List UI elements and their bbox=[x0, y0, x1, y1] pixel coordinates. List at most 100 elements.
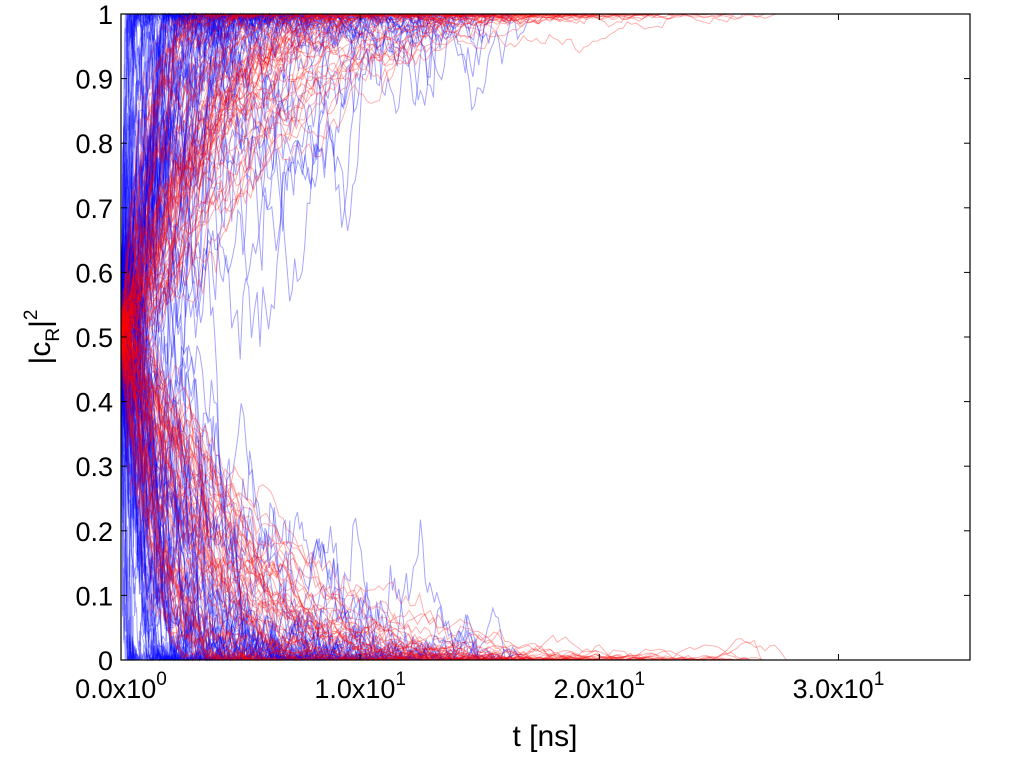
trajectory-line bbox=[120, 13, 970, 340]
y-tick-label: 0.5 bbox=[75, 323, 113, 353]
trajectory-line bbox=[120, 322, 970, 662]
trajectory-line bbox=[120, 336, 970, 661]
trajectory-line bbox=[120, 336, 970, 661]
trajectory-line bbox=[120, 13, 970, 338]
trajectory-line bbox=[120, 332, 970, 661]
trajectory-line bbox=[120, 13, 970, 338]
trajectory-line bbox=[120, 13, 970, 353]
trajectory-line bbox=[120, 336, 970, 661]
y-tick-label: 0.6 bbox=[75, 258, 113, 288]
trajectory-line bbox=[120, 13, 970, 379]
trajectory-line bbox=[120, 13, 970, 338]
y-axis: 0 0.1 0.2 0.3 0.4 0.5 0.6 0.7 0.8 0.9 1 bbox=[75, 0, 970, 676]
trajectory-line bbox=[120, 13, 970, 338]
trajectory-line bbox=[120, 13, 970, 351]
trajectory-line bbox=[120, 330, 970, 661]
trajectory-line bbox=[120, 13, 970, 373]
trajectory-line bbox=[120, 319, 970, 661]
trajectory-line bbox=[120, 12, 970, 338]
y-tick-label: 0.1 bbox=[75, 581, 113, 611]
trajectory-line bbox=[120, 12, 970, 355]
trajectory-line bbox=[120, 329, 970, 661]
trajectory-line bbox=[120, 329, 970, 661]
trajectory-line bbox=[120, 13, 970, 338]
trajectory-line bbox=[120, 13, 970, 338]
trajectory-line bbox=[120, 336, 970, 661]
trajectory-line bbox=[120, 13, 970, 338]
trajectory-line bbox=[120, 12, 970, 338]
trajectory-line bbox=[120, 336, 970, 661]
x-tick-label: 0.0x100 bbox=[75, 669, 167, 704]
y-axis-label: |cR|2 bbox=[21, 310, 64, 365]
trajectory-line bbox=[120, 12, 970, 338]
trajectory-line bbox=[120, 12, 970, 377]
trajectory-line bbox=[120, 336, 970, 662]
trajectory-line bbox=[120, 336, 970, 661]
trajectory-line bbox=[120, 13, 970, 338]
trajectory-line bbox=[120, 293, 970, 661]
trajectory-line bbox=[120, 193, 970, 662]
trajectory-line bbox=[120, 13, 970, 338]
trajectory-line bbox=[120, 243, 970, 662]
trajectory-line bbox=[120, 257, 970, 661]
trajectory-line bbox=[120, 336, 970, 661]
trajectory-line bbox=[120, 13, 970, 343]
trajectory-line bbox=[120, 336, 970, 661]
trajectory-line bbox=[120, 321, 970, 662]
trajectory-line bbox=[120, 336, 970, 661]
trajectory-line bbox=[120, 12, 970, 338]
trajectory-line bbox=[120, 13, 970, 355]
trajectory-line bbox=[120, 13, 970, 346]
trajectory-line bbox=[120, 336, 970, 662]
trajectory-line bbox=[120, 293, 970, 662]
trajectory-line bbox=[120, 330, 970, 661]
trajectory-line bbox=[120, 13, 970, 338]
trajectory-line bbox=[120, 336, 970, 661]
trajectory-line bbox=[120, 12, 970, 397]
trajectory-line bbox=[120, 336, 970, 662]
trajectory-line bbox=[120, 292, 970, 661]
trajectory-line bbox=[120, 336, 970, 661]
trajectory-line bbox=[120, 336, 970, 661]
trajectory-line bbox=[120, 12, 970, 362]
trajectory-line bbox=[120, 13, 970, 338]
x-axis: 0.0x100 1.0x101 2.0x101 3.0x101 bbox=[75, 14, 884, 704]
trajectory-line bbox=[120, 13, 970, 338]
trajectory-line bbox=[120, 304, 970, 661]
trajectory-line bbox=[120, 336, 970, 662]
trajectory-line bbox=[120, 238, 970, 662]
trajectory-line bbox=[120, 336, 970, 661]
trajectory-line bbox=[120, 13, 970, 347]
trajectory-line bbox=[120, 331, 970, 662]
trajectory-line bbox=[120, 13, 970, 338]
trajectory-line bbox=[120, 336, 970, 661]
trajectory-line bbox=[120, 336, 970, 662]
trajectory-line bbox=[120, 12, 970, 338]
trajectory-line bbox=[120, 336, 970, 661]
trajectory-line bbox=[120, 336, 970, 661]
x-tick-label: 3.0x101 bbox=[793, 669, 885, 704]
trajectory-line bbox=[120, 308, 970, 661]
trajectory-line bbox=[120, 336, 970, 661]
trajectory-line bbox=[120, 333, 970, 662]
trajectory-line bbox=[120, 13, 970, 343]
trajectory-line bbox=[120, 325, 970, 661]
trajectory-line bbox=[120, 336, 970, 662]
trajectory-line bbox=[120, 328, 970, 661]
trajectory-line bbox=[120, 12, 970, 354]
trajectory-line bbox=[120, 333, 970, 661]
y-tick-label: 1 bbox=[98, 0, 113, 30]
trajectory-line bbox=[120, 12, 970, 438]
trajectory-line bbox=[120, 12, 970, 380]
trajectory-line bbox=[120, 13, 970, 338]
trajectory-line bbox=[120, 13, 970, 354]
trajectory-line bbox=[120, 12, 970, 338]
trajectory-line bbox=[120, 330, 970, 662]
trajectory-line bbox=[120, 322, 970, 661]
trajectory-line bbox=[120, 13, 970, 361]
trajectory-line bbox=[120, 13, 970, 361]
y-tick-label: 0.7 bbox=[75, 194, 113, 224]
trajectory-line bbox=[120, 13, 970, 338]
trajectory-line bbox=[120, 336, 970, 661]
trajectory-line bbox=[120, 336, 970, 662]
